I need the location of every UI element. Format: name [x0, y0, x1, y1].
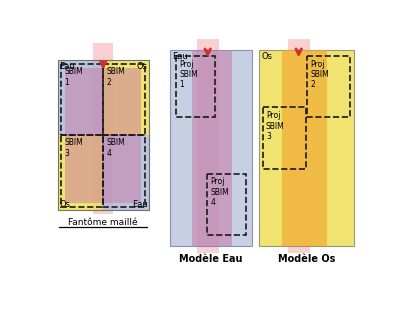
Bar	[282, 49, 327, 246]
Text: Eau: Eau	[172, 52, 188, 61]
Text: Proj
SBIM
1: Proj SBIM 1	[179, 59, 198, 89]
Bar	[103, 135, 149, 211]
Text: Proj
SBIM
2: Proj SBIM 2	[310, 59, 329, 89]
Bar	[103, 60, 149, 135]
Bar	[61, 135, 103, 207]
Bar	[191, 49, 232, 246]
Text: Os: Os	[59, 200, 70, 209]
Text: Eau: Eau	[59, 62, 75, 71]
Bar	[288, 39, 310, 253]
Bar	[259, 49, 353, 246]
Bar	[103, 135, 145, 207]
Text: SBIM
2: SBIM 2	[106, 67, 125, 87]
Bar	[307, 56, 350, 117]
Text: SBIM
4: SBIM 4	[106, 139, 125, 158]
Bar	[103, 64, 145, 135]
Bar	[61, 64, 103, 135]
Bar	[57, 60, 149, 211]
Bar	[176, 56, 215, 117]
Bar	[263, 107, 306, 169]
Bar	[197, 39, 219, 253]
Text: SBIM
3: SBIM 3	[64, 139, 83, 158]
Text: Modèle Eau: Modèle Eau	[179, 254, 243, 264]
Text: Modèle Os: Modèle Os	[277, 254, 335, 264]
Bar	[65, 68, 141, 203]
Text: Proj
SBIM
3: Proj SBIM 3	[266, 111, 285, 141]
Bar	[57, 60, 103, 135]
Bar	[170, 49, 252, 246]
Text: Fantôme maillé: Fantôme maillé	[68, 218, 138, 227]
Text: SBIM
1: SBIM 1	[64, 67, 83, 87]
Text: Os: Os	[261, 52, 272, 61]
Bar	[207, 173, 246, 235]
Bar	[93, 43, 113, 214]
Bar	[57, 135, 103, 211]
Text: Eau: Eau	[132, 200, 147, 209]
Text: Os: Os	[137, 62, 147, 71]
Text: Proj
SBIM
4: Proj SBIM 4	[210, 177, 229, 207]
